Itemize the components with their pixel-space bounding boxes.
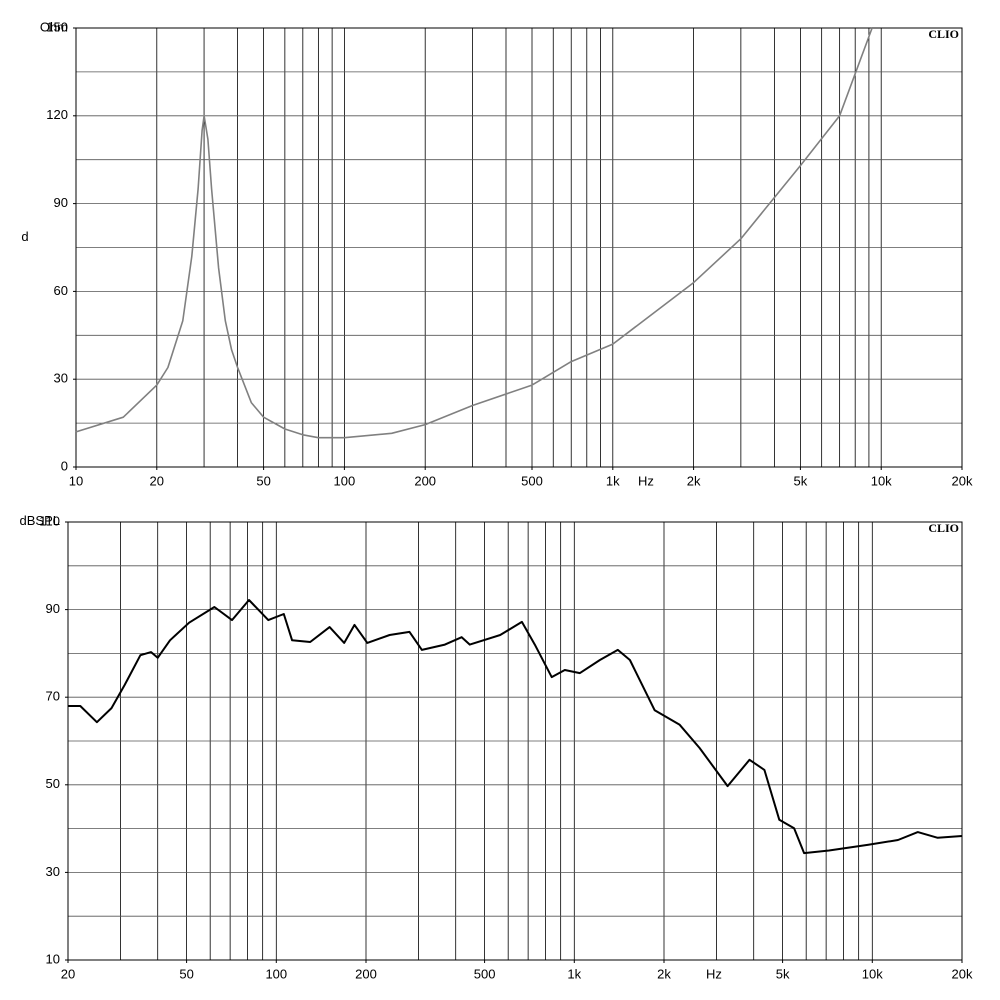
x-tick-label: 5k bbox=[794, 473, 808, 488]
y-unit: Ohm bbox=[40, 19, 68, 34]
x-tick-label: 20k bbox=[952, 966, 973, 981]
x-tick-label: 200 bbox=[414, 473, 436, 488]
x-tick-label: 500 bbox=[474, 966, 496, 981]
y-axis-label: d bbox=[21, 229, 28, 244]
x-tick-label: 1k bbox=[567, 966, 581, 981]
y-tick-label: 0 bbox=[61, 458, 68, 473]
x-tick-label: 20k bbox=[952, 473, 973, 488]
y-tick-label: 60 bbox=[54, 283, 68, 298]
x-tick-label: 20 bbox=[61, 966, 75, 981]
x-axis-label: Hz bbox=[706, 966, 722, 981]
data-line bbox=[68, 599, 963, 855]
x-tick-label: 100 bbox=[265, 966, 287, 981]
y-unit: dBSPL bbox=[20, 513, 60, 528]
x-axis-label: Hz bbox=[638, 473, 654, 488]
y-tick-label: 150 bbox=[46, 19, 68, 34]
x-tick-label: 50 bbox=[179, 966, 193, 981]
watermark: CLIO bbox=[928, 521, 959, 535]
x-tick-label: 2k bbox=[657, 966, 671, 981]
plot-frame bbox=[75, 27, 963, 468]
x-tick-label: 200 bbox=[355, 966, 377, 981]
data-line bbox=[75, 27, 873, 439]
y-tick-label: 30 bbox=[54, 371, 68, 386]
x-tick-label: 1k bbox=[606, 473, 620, 488]
x-tick-label: 50 bbox=[256, 473, 270, 488]
x-tick-label: 10k bbox=[862, 966, 883, 981]
x-tick-label: 5k bbox=[776, 966, 790, 981]
y-tick-label: 30 bbox=[46, 864, 60, 879]
y-tick-label: 120 bbox=[46, 107, 68, 122]
y-tick-label: 50 bbox=[46, 776, 60, 791]
x-tick-label: 2k bbox=[687, 473, 701, 488]
y-tick-label: 10 bbox=[46, 951, 60, 966]
plot-frame bbox=[67, 521, 963, 961]
x-tick-label: 10k bbox=[871, 473, 892, 488]
y-tick-label: 90 bbox=[46, 601, 60, 616]
watermark: CLIO bbox=[928, 27, 959, 41]
x-tick-label: 10 bbox=[69, 473, 83, 488]
y-tick-label: 70 bbox=[46, 689, 60, 704]
x-tick-label: 500 bbox=[521, 473, 543, 488]
y-tick-label: 110 bbox=[39, 513, 60, 528]
x-tick-label: 20 bbox=[150, 473, 164, 488]
y-tick-label: 90 bbox=[54, 195, 68, 210]
x-tick-label: 100 bbox=[334, 473, 356, 488]
